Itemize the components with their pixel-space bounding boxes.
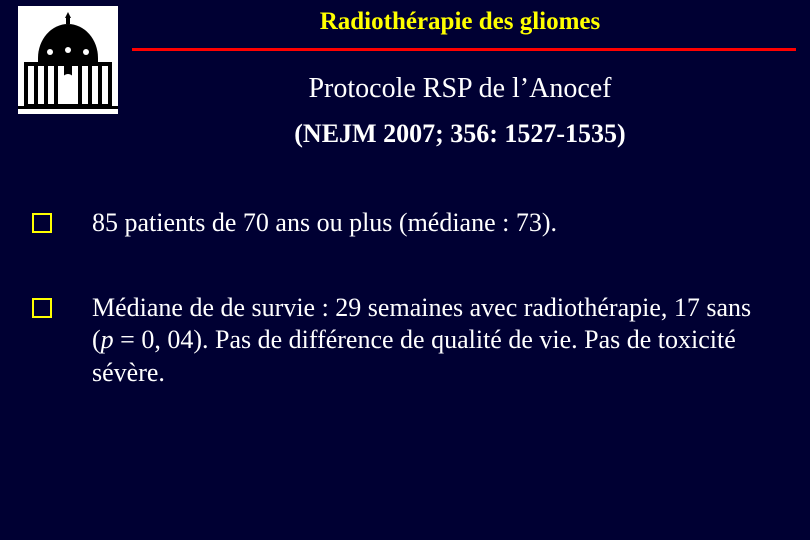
square-bullet-icon — [32, 298, 52, 318]
slide-citation: (NEJM 2007; 356: 1527-1535) — [0, 119, 810, 149]
bullet-text: Médiane de de survie : 29 semaines avec … — [92, 292, 778, 390]
bullet-item: Médiane de de survie : 29 semaines avec … — [32, 292, 778, 390]
bullet-item: 85 patients de 70 ans ou plus (médiane :… — [32, 207, 778, 240]
building-dome-icon — [18, 6, 118, 114]
building-dome-logo — [18, 6, 118, 114]
header-area: Radiothérapie des gliomes Protocole RSP … — [0, 0, 810, 149]
bullet-text: 85 patients de 70 ans ou plus (médiane :… — [92, 207, 778, 240]
slide-subtitle: Protocole RSP de l’Anocef — [0, 73, 810, 105]
bullet-list: 85 patients de 70 ans ou plus (médiane :… — [0, 207, 810, 389]
bullet-text-suffix: = 0, 04). Pas de différence de qualité d… — [92, 325, 736, 387]
title-divider — [132, 48, 796, 51]
slide-title: Radiothérapie des gliomes — [0, 0, 810, 36]
square-bullet-icon — [32, 213, 52, 233]
bullet-text-italic: p — [101, 325, 114, 354]
